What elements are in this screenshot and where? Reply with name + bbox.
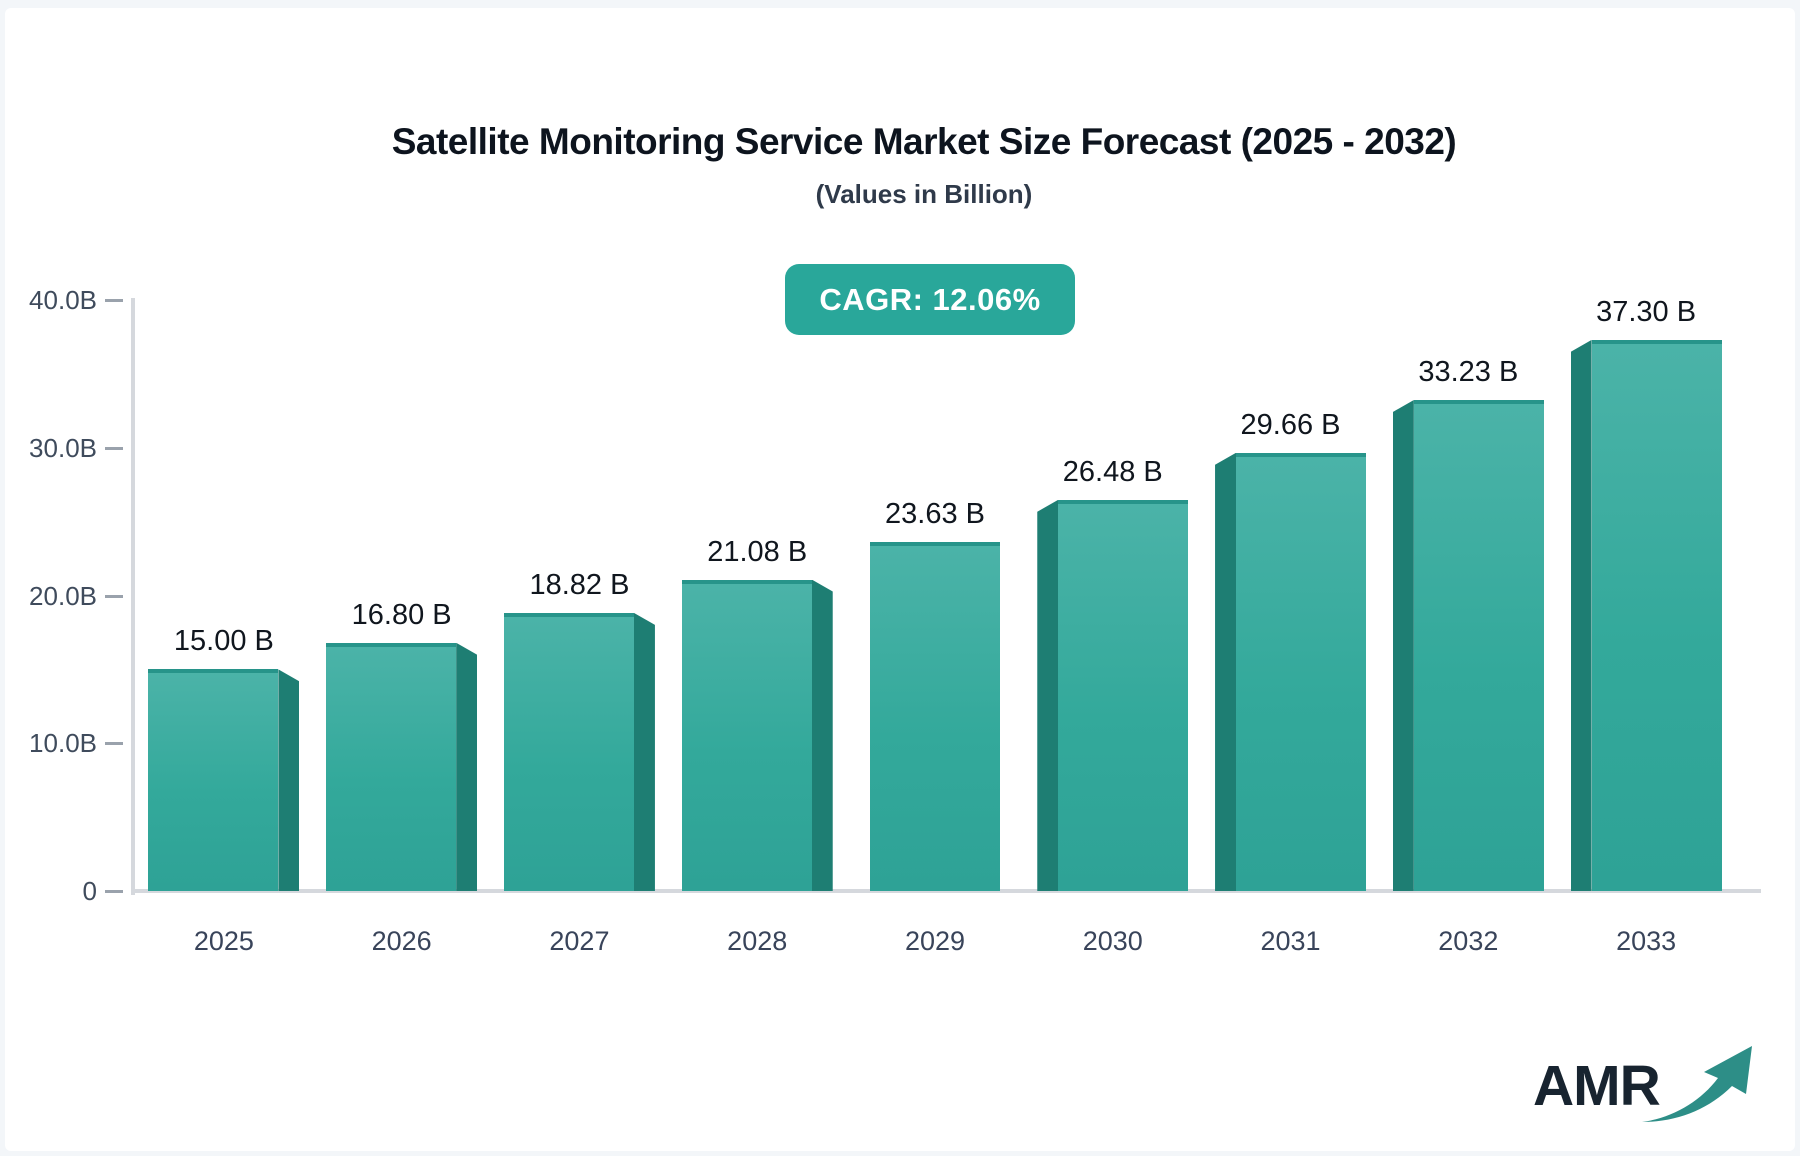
y-axis-tick-mark bbox=[105, 446, 123, 450]
bar-side-face-2027 bbox=[633, 612, 655, 891]
bar-side-face-2032 bbox=[1392, 400, 1414, 891]
bar-2029 bbox=[870, 541, 1000, 891]
x-axis-label-2025: 2025 bbox=[193, 926, 254, 956]
bar-2031 bbox=[1236, 452, 1367, 891]
y-axis-tick-label: 30.0B bbox=[29, 432, 97, 463]
bar-side-face-2030 bbox=[1037, 499, 1059, 891]
bar-value-label-2030: 26.48 B bbox=[1062, 455, 1163, 488]
y-axis-tick-mark bbox=[105, 742, 123, 746]
bar-value-label-2029: 23.63 B bbox=[885, 497, 985, 530]
y-axis-tick-mark bbox=[105, 299, 123, 302]
x-axis-label-2033: 2033 bbox=[1616, 926, 1677, 956]
y-axis-tick-mark bbox=[105, 594, 123, 598]
y-axis-line bbox=[131, 298, 135, 895]
x-axis-line bbox=[131, 889, 1761, 893]
x-axis-label-2030: 2030 bbox=[1082, 926, 1143, 956]
x-axis-label-2029: 2029 bbox=[904, 926, 966, 956]
bar-side-face-2028 bbox=[811, 579, 833, 891]
bar-value-label-2032: 33.23 B bbox=[1418, 356, 1519, 389]
bar-2028 bbox=[681, 579, 812, 891]
bar-value-label-2027: 18.82 B bbox=[529, 568, 630, 601]
bar-2026 bbox=[326, 642, 457, 891]
y-axis-tick-label: 0 bbox=[82, 876, 97, 906]
amr-logo-text: AMR bbox=[1533, 1054, 1661, 1118]
cagr-badge: CAGR: 12.06% bbox=[785, 264, 1075, 335]
bar-side-face-2025 bbox=[278, 669, 300, 891]
bar-chart-plot-area: 0 10.0B 20.0B 30.0B 40.0B 15.00 B 2025 16.80 B 2… bbox=[5, 8, 1795, 1151]
bar-side-face-2026 bbox=[456, 642, 478, 891]
bar-value-label-2033: 37.30 B bbox=[1596, 295, 1697, 328]
y-axis-tick-label: 10.0B bbox=[29, 728, 97, 759]
bar-2025 bbox=[148, 669, 279, 891]
bar-side-face-2031 bbox=[1215, 452, 1237, 891]
bar-2030 bbox=[1058, 499, 1189, 891]
x-axis-label-2026: 2026 bbox=[371, 926, 432, 956]
bar-value-label-2028: 21.08 B bbox=[707, 535, 808, 568]
x-axis-label-2028: 2028 bbox=[727, 926, 788, 956]
chart-title: Satellite Monitoring Service Market Size… bbox=[391, 121, 1457, 162]
chart-card: Satellite Monitoring Service Market Size… bbox=[5, 8, 1795, 1151]
y-axis-tick-label: 40.0B bbox=[29, 285, 97, 315]
bar-side-face-2033 bbox=[1570, 339, 1592, 891]
amr-logo: AMR bbox=[1533, 1046, 1753, 1146]
y-axis-tick-mark bbox=[105, 890, 123, 893]
bar-value-label-2025: 15.00 B bbox=[173, 625, 274, 658]
y-axis-tick-label: 20.0B bbox=[29, 580, 97, 611]
bar-2033 bbox=[1591, 339, 1722, 891]
bar-value-label-2026: 16.80 B bbox=[351, 598, 452, 631]
growth-arrow-icon bbox=[1642, 1046, 1752, 1122]
x-axis-label-2032: 2032 bbox=[1438, 926, 1499, 956]
bar-value-label-2031: 29.66 B bbox=[1240, 408, 1341, 441]
x-axis-label-2027: 2027 bbox=[549, 926, 610, 956]
bar-2032 bbox=[1413, 400, 1544, 891]
x-axis-label-2031: 2031 bbox=[1260, 926, 1321, 956]
bar-2027 bbox=[503, 612, 634, 891]
chart-subtitle: (Values in Billion) bbox=[815, 179, 1033, 209]
